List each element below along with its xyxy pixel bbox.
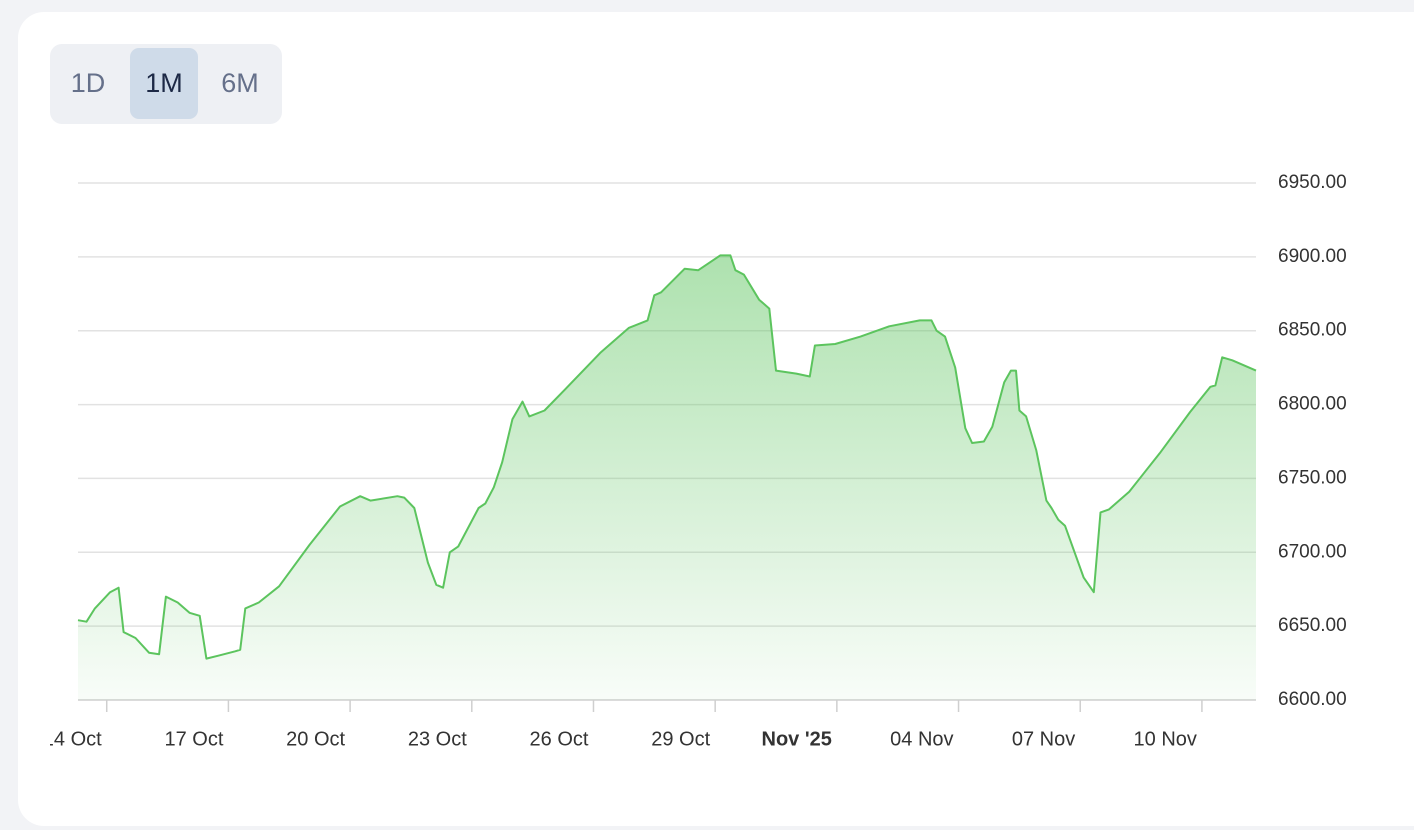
y-tick-label: 6900.00 xyxy=(1278,246,1347,267)
y-tick-label: 6650.00 xyxy=(1278,615,1347,636)
area-fill xyxy=(78,255,1256,700)
x-tick-label: 14 Oct xyxy=(43,728,102,750)
y-tick-label: 6750.00 xyxy=(1278,467,1347,488)
x-tick-label: Nov '25 xyxy=(762,728,832,750)
y-tick-label: 6600.00 xyxy=(1278,689,1347,710)
y-tick-label: 6850.00 xyxy=(1278,320,1347,341)
x-tick-label: 29 Oct xyxy=(651,728,710,750)
x-tick-label: 20 Oct xyxy=(286,728,345,750)
y-tick-label: 6950.00 xyxy=(1278,172,1347,193)
y-tick-label: 6700.00 xyxy=(1278,541,1347,562)
x-tick-label: 17 Oct xyxy=(164,728,223,750)
range-selector: 1D 1M 6M xyxy=(50,44,282,124)
y-tick-label: 6800.00 xyxy=(1278,394,1347,415)
x-tick-label: 10 Nov xyxy=(1134,728,1197,750)
range-button[interactable]: 1D xyxy=(70,68,106,98)
x-tick-label: 23 Oct xyxy=(408,728,467,750)
range-button[interactable]: 1M xyxy=(130,48,198,119)
x-tick-label: 26 Oct xyxy=(530,728,589,750)
x-tick-label: 07 Nov xyxy=(1012,728,1075,750)
x-tick-label: 04 Nov xyxy=(890,728,953,750)
price-line xyxy=(77,254,1257,660)
range-button[interactable]: 6M xyxy=(221,68,259,98)
